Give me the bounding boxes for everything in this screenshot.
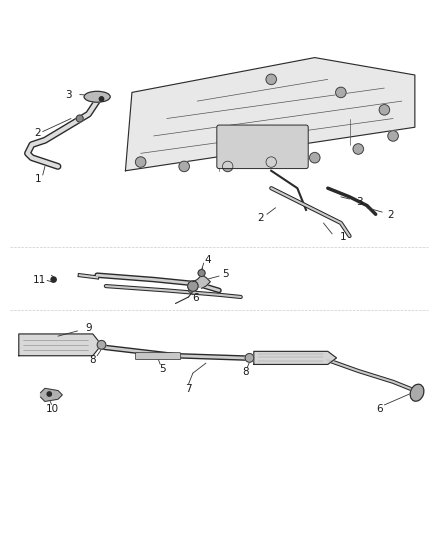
Text: 6: 6	[192, 293, 198, 303]
Text: 5: 5	[222, 269, 229, 279]
Text: 8: 8	[242, 367, 248, 377]
Circle shape	[336, 87, 346, 98]
Circle shape	[51, 277, 56, 282]
Circle shape	[266, 74, 276, 85]
Circle shape	[187, 281, 198, 292]
Circle shape	[135, 157, 146, 167]
Text: 1: 1	[340, 232, 346, 242]
Text: 6: 6	[376, 404, 382, 414]
Polygon shape	[193, 275, 210, 288]
Circle shape	[223, 161, 233, 172]
Circle shape	[266, 157, 276, 167]
Text: 5: 5	[159, 364, 166, 374]
FancyBboxPatch shape	[217, 125, 308, 168]
Text: 1: 1	[35, 174, 42, 184]
Circle shape	[353, 144, 364, 154]
Circle shape	[76, 115, 83, 122]
Polygon shape	[41, 389, 62, 401]
Circle shape	[99, 97, 104, 101]
Circle shape	[198, 270, 205, 277]
Text: 8: 8	[89, 355, 96, 365]
FancyBboxPatch shape	[135, 353, 181, 360]
Text: 11: 11	[33, 276, 46, 286]
Text: 10: 10	[46, 404, 59, 414]
Circle shape	[179, 161, 189, 172]
Text: 2: 2	[257, 213, 264, 223]
Circle shape	[245, 353, 254, 362]
Circle shape	[310, 152, 320, 163]
Circle shape	[97, 341, 106, 349]
Polygon shape	[254, 351, 336, 365]
Polygon shape	[125, 58, 415, 171]
Circle shape	[388, 131, 398, 141]
Text: 9: 9	[85, 324, 92, 333]
Text: 3: 3	[356, 197, 363, 207]
Text: 4: 4	[205, 255, 212, 265]
Text: 2: 2	[388, 210, 394, 220]
Circle shape	[47, 392, 51, 396]
Circle shape	[379, 104, 390, 115]
Text: 7: 7	[185, 384, 192, 394]
Ellipse shape	[410, 384, 424, 401]
Text: 2: 2	[34, 128, 40, 139]
Text: 3: 3	[66, 90, 72, 100]
Polygon shape	[19, 334, 102, 356]
Ellipse shape	[84, 91, 110, 102]
